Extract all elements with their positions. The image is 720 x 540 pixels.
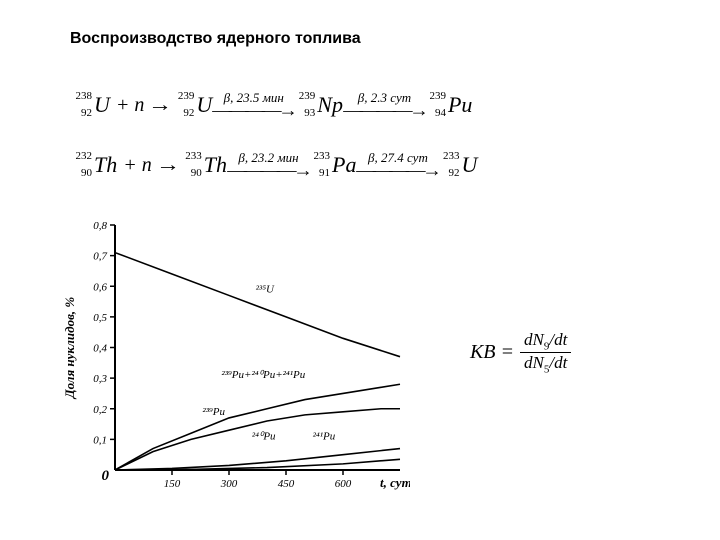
svg-text:0,2: 0,2 [93, 404, 107, 416]
svg-text:0,8: 0,8 [93, 220, 107, 232]
svg-text:150: 150 [164, 478, 181, 490]
svg-text:²³⁹Pu+²⁴⁰Pu+²⁴¹Pu: ²³⁹Pu+²⁴⁰Pu+²⁴¹Pu [221, 369, 305, 381]
decay-chain-uranium: 238 92 U + n → 239 92 U β, 23.5 мин ————… [70, 85, 474, 125]
svg-text:300: 300 [220, 478, 238, 490]
svg-text:0,6: 0,6 [93, 281, 107, 293]
nuclide-u233: 233 92 U [439, 152, 477, 178]
svg-text:0,4: 0,4 [93, 343, 107, 355]
nuclide-u238: 238 92 U [72, 92, 110, 118]
beta-decay-arrow: β, 23.5 мин ————→ [216, 90, 291, 121]
beta-decay-arrow: β, 2.3 сут ————→ [347, 90, 422, 121]
beta-decay-arrow: β, 23.2 мин ————→ [231, 150, 306, 181]
arrow-icon: → [156, 154, 180, 177]
svg-text:0,5: 0,5 [93, 312, 107, 324]
svg-text:²³⁹Pu: ²³⁹Pu [202, 406, 225, 418]
decay-chain-thorium: 232 90 Th + n → 233 90 Th β, 23.2 мин ——… [70, 145, 479, 185]
nuclide-pa233: 233 91 Pa [310, 152, 356, 178]
nuclide-th232: 232 90 Th [72, 152, 117, 178]
svg-text:0,1: 0,1 [93, 434, 107, 446]
nuclide-pu239: 239 94 Pu [426, 92, 472, 118]
plus-neutron: + n [123, 154, 152, 177]
svg-text:0: 0 [102, 468, 110, 484]
nuclide-u239: 239 92 U [174, 92, 212, 118]
breeding-ratio-formula: КВ = dN9/dt dN5/dt [470, 330, 571, 376]
svg-text:²⁴⁰Pu: ²⁴⁰Pu [252, 430, 276, 442]
svg-text:t, сут: t, сут [380, 475, 410, 490]
nuclide-th233: 233 90 Th [182, 152, 227, 178]
page-title: Воспроизводство ядерного топлива [70, 30, 361, 48]
svg-text:0,7: 0,7 [93, 251, 107, 263]
nuclide-fraction-chart: 0,1 0,2 0,3 0,4 0,5 0,6 0,7 0,8 150 300 450 600 0 t, … [60, 215, 410, 505]
svg-text:²³⁵U: ²³⁵U [256, 283, 275, 295]
beta-decay-arrow: β, 27.4 сут ————→ [360, 150, 435, 181]
svg-text:Доля нуклидов, %: Доля нуклидов, % [62, 297, 77, 400]
svg-text:²⁴¹Pu: ²⁴¹Pu [313, 430, 336, 442]
plus-neutron: + n [116, 94, 145, 117]
svg-text:450: 450 [278, 478, 295, 490]
svg-text:600: 600 [335, 478, 352, 490]
svg-text:0,3: 0,3 [93, 373, 107, 385]
nuclide-np239: 239 93 Np [295, 92, 343, 118]
arrow-icon: → [148, 94, 172, 117]
